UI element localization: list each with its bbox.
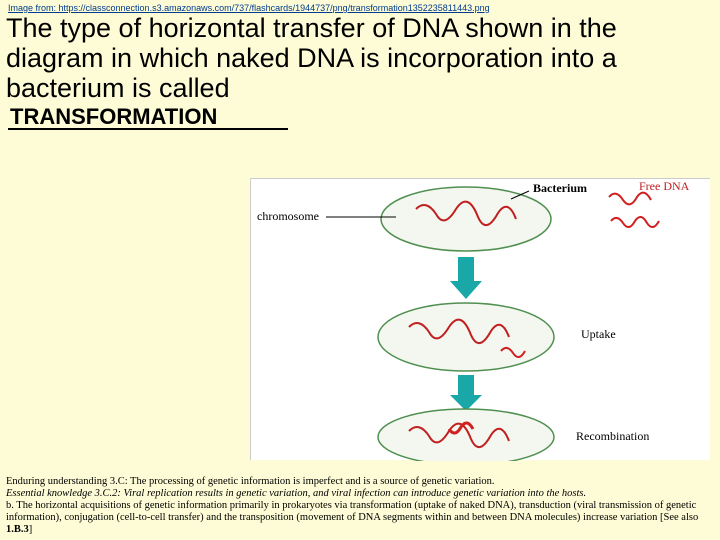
slide: Image from: https://classconnection.s3.a…	[0, 0, 720, 540]
free-dna-1	[609, 193, 651, 205]
cell-bottom	[378, 409, 554, 461]
label-bacterium: Bacterium	[533, 181, 587, 196]
footer-line3a: b. The horizontal acquisitions of geneti…	[6, 500, 698, 523]
diagram-svg	[251, 179, 711, 461]
label-recombination: Recombination	[576, 429, 649, 444]
footer-line1: Enduring understanding 3.C: The processi…	[6, 476, 495, 487]
cell-top	[381, 187, 551, 251]
cell-mid	[378, 303, 554, 371]
transformation-diagram: chromosome Bacterium Free DNA Uptake Rec…	[250, 178, 710, 460]
footer-line3c: ]	[29, 524, 33, 535]
arrow-1	[450, 257, 482, 299]
answer-text: TRANSFORMATION	[0, 104, 720, 130]
footer-note: Enduring understanding 3.C: The processi…	[6, 476, 714, 536]
label-uptake: Uptake	[581, 327, 616, 342]
source-url: Image from: https://classconnection.s3.a…	[0, 0, 720, 13]
arrow-2	[450, 375, 482, 411]
label-free-dna: Free DNA	[639, 179, 689, 194]
footer-line2: Essential knowledge 3.C.2: Viral replica…	[6, 488, 586, 499]
label-chromosome: chromosome	[257, 209, 319, 224]
footer-line3b: 1.B.3	[6, 524, 29, 535]
free-dna-2	[611, 217, 659, 227]
question-text: The type of horizontal transfer of DNA s…	[0, 13, 720, 104]
